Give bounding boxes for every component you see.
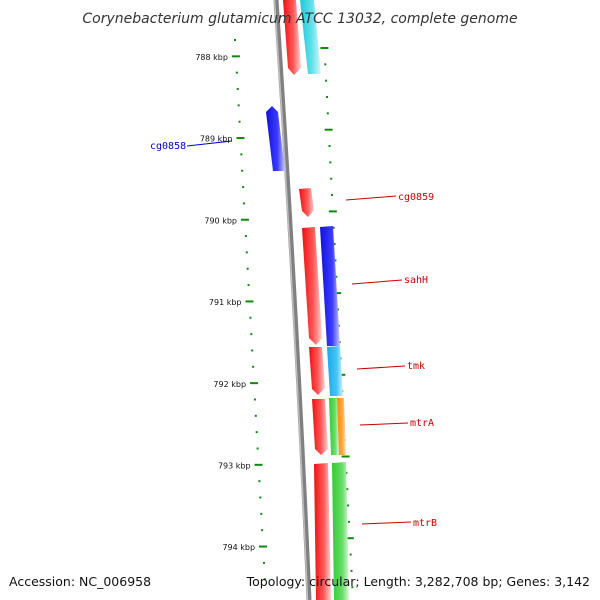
gene-feature-mtrA — [337, 398, 346, 455]
gene-features — [266, 0, 349, 600]
genome-backbone-highlight — [273, 0, 309, 600]
kbp-label: 790 kbp — [204, 216, 237, 225]
gene-label-cg0858: cg0858 — [150, 141, 186, 152]
leader-cg0858 — [186, 140, 233, 147]
kbp-scale-labels: 788 kbp 789 kbp 790 kbp 791 kbp 792 kbp 793 k… — [195, 53, 255, 552]
gene-label-mtrB: mtrB — [413, 518, 437, 529]
gene-label-mtrA: mtrA — [410, 418, 434, 429]
gene-feature-mtrA-green — [329, 398, 339, 455]
gene-feature-tmk — [327, 346, 343, 396]
topology-summary-text: Topology: circular; Length: 3,282,708 bp… — [246, 574, 590, 589]
kbp-label: 789 kbp — [200, 135, 233, 144]
gene-feature-cg0858 — [266, 106, 285, 171]
gene-label-cg0859: cg0859 — [398, 192, 434, 203]
gene-feature-mtrB — [332, 462, 349, 600]
gene-feature-sahH — [320, 226, 340, 346]
gene-feature-red-1 — [302, 227, 322, 345]
gene-feature-red-4 — [314, 463, 331, 600]
map-title: Corynebacterium glutamicum ATCC 13032, c… — [82, 11, 517, 27]
kbp-label: 793 kbp — [218, 462, 251, 471]
leader-mtrA — [359, 422, 409, 426]
gene-label-tmk: tmk — [407, 361, 425, 372]
kbp-label: 792 kbp — [213, 380, 246, 389]
gene-feature-red-2 — [309, 347, 325, 395]
leader-cg0859 — [345, 195, 397, 201]
tick-marks — [231, 39, 354, 589]
gene-feature-red-3 — [312, 399, 328, 455]
kbp-label: 788 kbp — [195, 53, 228, 62]
leader-tmk — [356, 365, 406, 370]
leader-sahH — [351, 279, 403, 285]
leader-mtrB — [361, 521, 412, 525]
gene-label-sahH: sahH — [404, 275, 428, 286]
gene-label-leaders — [186, 140, 412, 525]
kbp-label: 794 kbp — [222, 543, 255, 552]
gene-feature-cg0859 — [299, 188, 314, 217]
kbp-label: 791 kbp — [209, 298, 242, 307]
gene-feature-top-red — [283, 0, 301, 75]
genome-backbone — [273, 0, 312, 600]
accession-text: Accession: NC_006958 — [9, 574, 151, 589]
gene-labels: cg0858 cg0859 sahH tmk mtrA mtrB — [150, 141, 437, 529]
gene-feature-top-cyan — [300, 0, 321, 74]
